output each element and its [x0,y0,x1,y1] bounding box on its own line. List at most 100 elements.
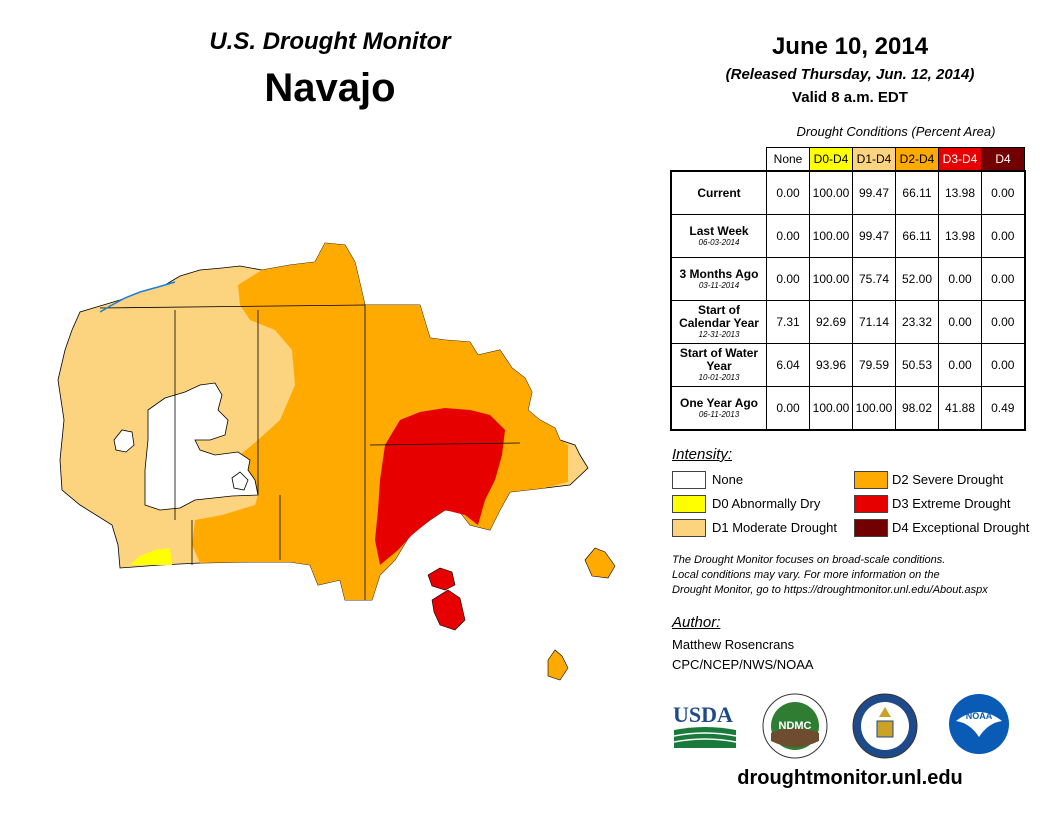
ndmc-logo: NDMC [762,693,828,759]
table-row: 3 Months Ago 03-11-2014 0.00 100.00 75.74 52.… [670,257,1026,301]
table-cell: 98.02 [895,386,939,431]
d2-island-2 [547,649,569,681]
row-date: 06-03-2014 [698,237,740,247]
disclaimer-line-3: Drought Monitor, go to https://droughtmo… [672,584,988,596]
footer-url: droughtmonitor.unl.edu [737,767,963,789]
county-lines [99,304,521,600]
legend-label-none: None [712,472,744,487]
col-header-d1-d4: D1-D4 [852,147,896,172]
legend-label-d4: D4 Exceptional Drought [892,520,1030,535]
col-header-d2-d4: D2-D4 [895,147,939,172]
table-cell: 75.74 [852,257,896,301]
disclaimer-line-2: Local conditions may vary. For more info… [672,569,940,581]
usda-logo: USDA [673,702,737,748]
row-date: 03-11-2014 [698,280,740,290]
author-heading: Author: [672,614,721,631]
water-feature [99,281,176,313]
table-cell: 100.00 [852,386,896,431]
row-date: 10-01-2013 [698,373,740,382]
region-d0-area [130,548,172,565]
row-label: Last Week 06-03-2014 [670,214,767,258]
legend-swatch-d0 [672,495,706,513]
col-header-d3-d4: D3-D4 [938,147,982,172]
table-cell: 100.00 [809,386,853,431]
table-cell: 0.00 [766,386,810,431]
table-cell: 92.69 [809,300,853,344]
d2-island-1 [584,547,616,579]
drought-conditions-table: None D0-D4 D1-D4 D2-D4 D3-D4 D4 Current 0… [670,147,1026,431]
drought-map [57,242,616,681]
legend-label-d2: D2 Severe Drought [892,472,1004,487]
legend-swatch-d3 [854,495,888,513]
map-date: June 10, 2014 [771,33,929,60]
d3-island-2 [431,589,466,631]
table-cell: 52.00 [895,257,939,301]
table-cell: 7.31 [766,300,810,344]
none-island-2 [231,471,249,491]
table-row: Start of Water Year 10-01-2013 6.04 93.96 79… [670,343,1026,387]
table-cell: 0.00 [938,300,982,344]
table-cell: 13.98 [938,214,982,258]
ndmc-logo-text: NDMC [779,720,812,732]
valid-time: Valid 8 a.m. EDT [792,89,908,106]
row-date: 12-31-2013 [698,330,740,339]
noaa-logo-text: NOAA [966,711,993,721]
table-cell: 99.47 [852,170,896,215]
legend-swatch-d1 [672,519,706,537]
table-row: One Year Ago 06-11-2013 0.00 100.00 100.00 98… [670,386,1026,431]
table-cell: 93.96 [809,343,853,387]
legend-heading: Intensity: [672,446,733,463]
table-row: Last Week 06-03-2014 0.00 100.00 99.47 66.11 1… [670,214,1026,258]
col-header-none: None [766,147,810,172]
author-org: CPC/NCEP/NWS/NOAA [672,657,814,672]
legend-swatch-d4 [854,519,888,537]
table-cell: 99.47 [852,214,896,258]
row-date: 06-11-2013 [698,409,740,419]
region-d3-area [375,408,505,565]
row-label: 3 Months Ago 03-11-2014 [670,257,767,301]
author-name: Matthew Rosencrans [672,637,795,652]
table-row: Start of Calendar Year 12-31-2013 7.31 92.6… [670,300,1026,344]
table-cell: 0.00 [981,343,1026,387]
legend-label-d1: D1 Moderate Drought [712,520,838,535]
table-cell: 23.32 [895,300,939,344]
table-cell: 0.00 [981,170,1026,215]
col-header-d4: D4 [981,147,1025,172]
table-cell: 79.59 [852,343,896,387]
row-label: One Year Ago 06-11-2013 [670,386,767,431]
table-cell: 13.98 [938,170,982,215]
disclaimer: The Drought Monitor focuses on broad-sca… [672,553,1032,598]
table-cell: 100.00 [809,214,853,258]
table-cell: 41.88 [938,386,982,431]
table-cell: 100.00 [809,170,853,215]
table-cell: 0.00 [766,214,810,258]
region-none-area [144,382,259,511]
d3-island-1 [427,567,456,591]
row-label: Start of Water Year 10-01-2013 [670,343,767,387]
usda-logo-text: USDA [673,702,733,727]
table-header-row: None D0-D4 D1-D4 D2-D4 D3-D4 D4 [671,147,1025,172]
table-cell: 0.00 [766,257,810,301]
table-cell: 0.00 [981,257,1026,301]
table-row: Current 0.00 100.00 99.47 66.11 13.98 0.00 [670,170,1026,215]
table-cell: 66.11 [895,170,939,215]
noaa-logo: NOAA [949,694,1009,754]
legend-swatch-none [672,471,706,489]
table-cell: 0.00 [938,257,982,301]
table-cell: 100.00 [809,257,853,301]
table-cell: 71.14 [852,300,896,344]
table-cell: 50.53 [895,343,939,387]
row-label: Current [670,170,767,215]
table-cell: 0.00 [938,343,982,387]
table-cell: 0.00 [981,214,1026,258]
table-cell: 0.49 [981,386,1026,431]
release-date: (Released Thursday, Jun. 12, 2014) [725,66,975,83]
table-cell: 0.00 [766,170,810,215]
row-label: Start of Calendar Year 12-31-2013 [670,300,767,344]
table-cell: 0.00 [981,300,1026,344]
disclaimer-line-1: The Drought Monitor focuses on broad-sca… [672,554,946,566]
region-name: Navajo [264,66,396,110]
none-island-1 [113,429,135,453]
table-caption: Drought Conditions (Percent Area) [796,124,996,139]
legend-label-d0: D0 Abnormally Dry [712,496,821,511]
